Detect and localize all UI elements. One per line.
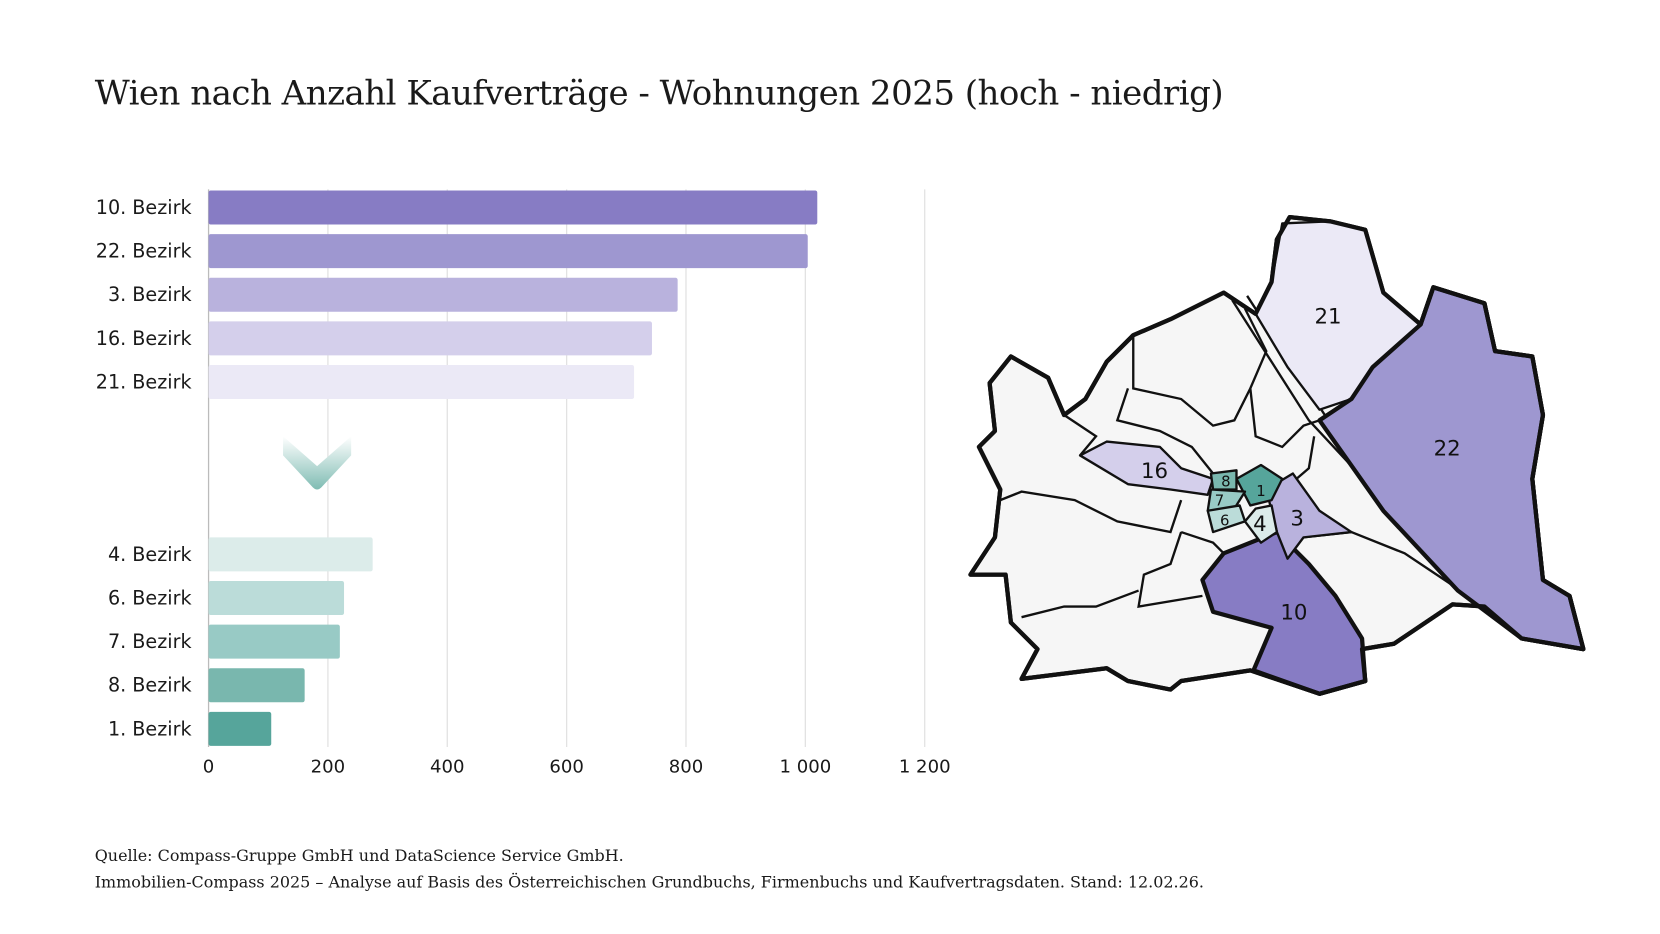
x-tick-label: 0 [203, 757, 215, 778]
district-label: 6 [1220, 512, 1229, 530]
x-tick-label: 600 [549, 757, 584, 778]
category-label: 16. Bezirk [96, 327, 193, 350]
district-label: 8 [1221, 472, 1230, 490]
district-label: 3 [1290, 507, 1304, 532]
category-label: 22. Bezirk [96, 240, 193, 263]
footer-note: Immobilien-Compass 2025 – Analyse auf Ba… [94, 872, 1204, 892]
district-label: 1 [1256, 482, 1265, 500]
district-border [1021, 589, 1139, 619]
district-border [1249, 388, 1320, 449]
district-border [1180, 530, 1225, 555]
district-4 [1243, 504, 1279, 544]
x-tick-label: 200 [311, 757, 346, 778]
category-label: 7. Bezirk [108, 630, 192, 653]
bar [208, 580, 345, 616]
x-tick-label: 800 [669, 757, 704, 778]
district-label: 22 [1434, 436, 1461, 461]
bar [208, 234, 808, 269]
footer-source: Quelle: Compass-Gruppe GmbH und DataScie… [94, 845, 624, 866]
chart-title: Wien nach Anzahl Kaufverträge - Wohnunge… [94, 72, 1224, 113]
category-label: 10. Bezirk [96, 196, 193, 219]
bar [208, 668, 305, 703]
category-label: 1. Bezirk [108, 717, 192, 740]
bar [208, 364, 635, 400]
category-label: 21. Bezirk [96, 370, 193, 393]
category-label: 3. Bezirk [108, 283, 192, 306]
district-border [1115, 388, 1214, 475]
district-label: 21 [1314, 304, 1341, 329]
district-8 [1209, 469, 1238, 491]
bar [208, 190, 818, 225]
bar [208, 277, 678, 312]
x-tick-label: 1 200 [899, 757, 951, 778]
bar [208, 321, 652, 356]
category-label: 6. Bezirk [108, 586, 192, 609]
chevron-down-icon [283, 436, 352, 490]
bar [208, 624, 340, 659]
district-border [1132, 308, 1268, 427]
district-label: 4 [1253, 512, 1267, 537]
district-border [1063, 414, 1098, 457]
district-border [1137, 531, 1203, 608]
category-label: 8. Bezirk [108, 674, 192, 697]
district-label: 10 [1280, 600, 1307, 625]
district-border [999, 490, 1183, 534]
bar [208, 711, 272, 746]
x-tick-label: 400 [430, 757, 465, 778]
bar [208, 537, 373, 572]
district-3 [1265, 472, 1353, 560]
district-label: 16 [1141, 459, 1168, 484]
district-1 [1235, 463, 1284, 507]
x-tick-label: 1 000 [779, 757, 831, 778]
category-label: 4. Bezirk [108, 543, 192, 566]
district-label: 7 [1215, 491, 1224, 509]
map-outline-top [968, 214, 1586, 696]
